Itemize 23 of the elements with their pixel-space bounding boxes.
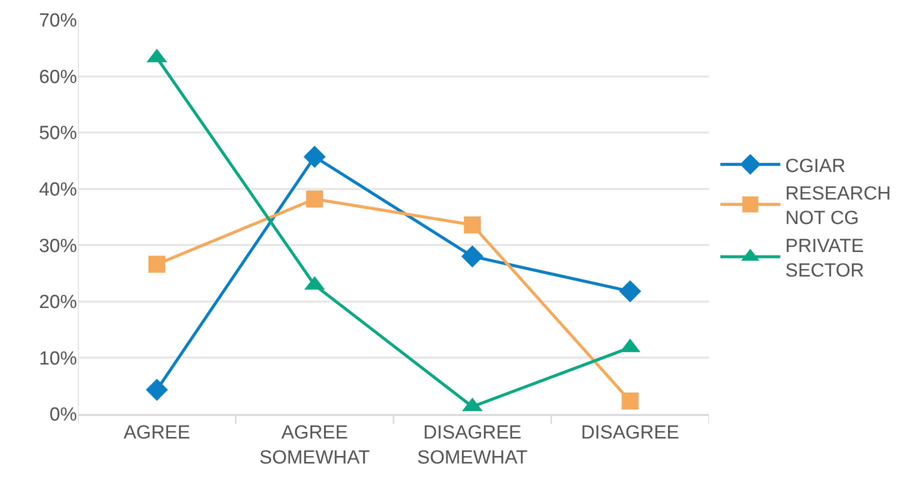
x-tick-label: AGREE SOMEWHAT (259, 422, 370, 468)
y-tick-label: 0% (50, 404, 78, 426)
legend-label: CGIAR (785, 156, 846, 177)
y-tick-label: 70% (38, 10, 78, 32)
y-tick-label: 20% (38, 292, 78, 314)
point (461, 245, 484, 268)
x-tick-label: AGREE (124, 422, 190, 444)
x-tick-label: DISAGREE SOMEWHAT (417, 422, 528, 468)
point (464, 216, 481, 234)
y-tick-label: 40% (38, 180, 78, 201)
y-tick-label: 10% (38, 348, 78, 370)
point (306, 190, 324, 208)
x-tick-label: DISAGREE (581, 422, 680, 444)
point (622, 392, 639, 410)
point (304, 146, 326, 168)
point (146, 378, 168, 401)
legend-label: RESEARCH NOT CG (785, 183, 891, 230)
point (148, 256, 166, 273)
legend-label: PRIVATE SECTOR (785, 236, 864, 282)
y-tick-label: 60% (38, 66, 78, 88)
point (619, 280, 642, 302)
y-tick-label: 50% (38, 123, 78, 144)
y-tick-label: 30% (38, 236, 78, 257)
